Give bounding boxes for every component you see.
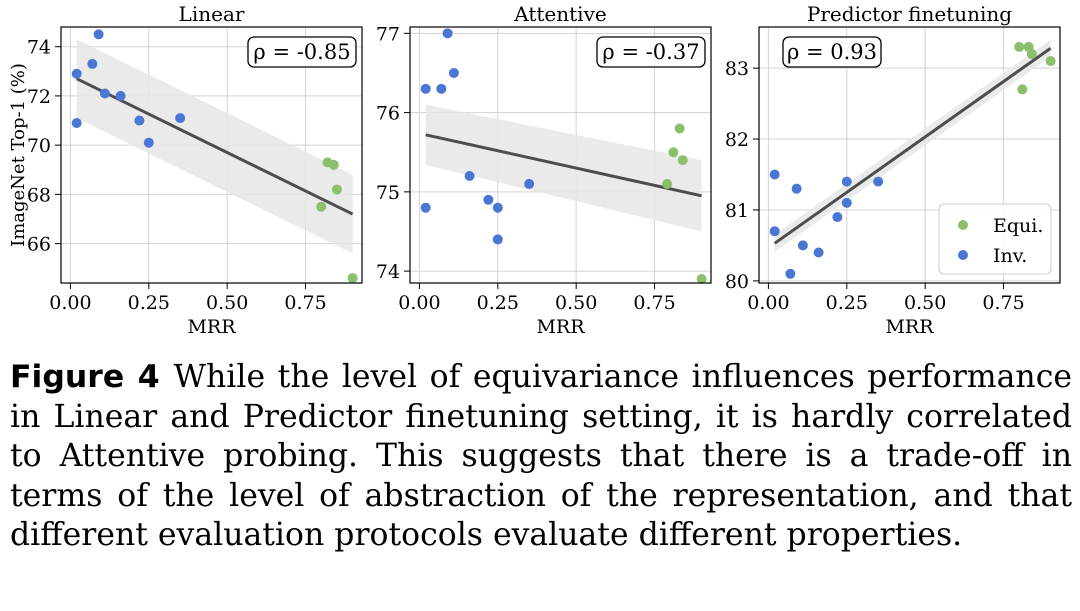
data-point-inv (420, 202, 431, 213)
data-point-inv (841, 197, 852, 208)
legend-marker-equi (958, 220, 968, 230)
data-point-inv (143, 137, 154, 148)
legend-marker-inv (958, 250, 968, 260)
regression-line (773, 47, 1052, 245)
chart-panel-1: 0.00 0.25 0.50 0.75 66 68 70 72 74 Linear MRR Image… (8, 2, 363, 338)
data-point-inv (483, 194, 494, 205)
x-tick-label: 0.00 (747, 292, 789, 314)
data-point-equi (1045, 56, 1056, 67)
data-point-inv (492, 234, 503, 245)
x-axis-label: MRR (187, 316, 236, 338)
data-point-equi (316, 201, 327, 212)
data-point-inv (813, 247, 824, 258)
figure-caption: Figure 4 While the level of equivariance … (10, 358, 1072, 556)
data-point-inv (87, 58, 98, 69)
x-tick-label: 0.00 (398, 292, 440, 314)
y-axis-label: ImageNet Top-1 (%) (8, 63, 29, 247)
y-tick-label: 75 (376, 182, 400, 204)
y-tick-label: 68 (27, 184, 51, 206)
data-point-equi (1017, 84, 1028, 95)
data-point-inv (442, 28, 453, 39)
data-point-equi (1026, 48, 1037, 59)
y-tick-label: 70 (27, 135, 51, 157)
data-point-equi (696, 274, 707, 285)
y-tick-label: 80 (725, 271, 749, 293)
data-point-inv (115, 90, 126, 101)
data-point-inv (492, 202, 503, 213)
data-point-inv (769, 226, 780, 237)
correlation-label: ρ = 0.93 (787, 40, 877, 64)
x-tick-label: 0.25 (128, 292, 170, 314)
data-point-inv (791, 183, 802, 194)
chart-panel-3: 0.00 0.25 0.50 0.75 80 81 82 83 Predictor finetu… (725, 2, 1061, 338)
x-tick-label: 0.50 (555, 292, 597, 314)
data-point-inv (71, 118, 82, 128)
caption-text: While the level of equivariance influenc… (10, 359, 1073, 553)
x-tick-label: 0.50 (904, 292, 946, 314)
regression-line (425, 133, 702, 198)
data-point-inv (524, 178, 535, 189)
y-tick-label: 74 (376, 261, 400, 283)
legend-label-inv: Inv. (993, 245, 1027, 267)
correlation-label: ρ = -0.85 (253, 40, 350, 64)
data-point-inv (436, 83, 447, 94)
x-tick-label: 0.75 (284, 292, 326, 314)
legend-label-equi: Equi. (993, 215, 1043, 237)
data-point-inv (769, 169, 780, 180)
legend: Equi. Inv. (938, 203, 1052, 275)
data-point-inv (785, 268, 796, 279)
data-point-inv (797, 240, 808, 251)
correlation-box (247, 36, 357, 68)
data-point-equi (347, 273, 358, 284)
data-point-inv (99, 88, 110, 99)
confidence-band (425, 104, 702, 232)
correlation-label: ρ = -0.37 (602, 40, 699, 64)
data-point-equi (1014, 41, 1025, 52)
correlation-box (782, 36, 882, 68)
data-point-inv (420, 83, 431, 94)
regression-line (76, 77, 354, 216)
data-point-inv (448, 67, 459, 78)
correlation-box (596, 36, 706, 68)
chart-title: Linear (179, 2, 245, 26)
x-axis-label: MRR (536, 316, 585, 338)
data-point-equi (662, 178, 673, 189)
plot-frame (409, 26, 712, 284)
data-point-inv (134, 115, 145, 126)
y-tick-label: 76 (376, 103, 400, 125)
y-tick-label: 66 (27, 234, 51, 256)
data-point-inv (832, 212, 843, 223)
data-point-equi (674, 123, 685, 134)
data-point-equi (328, 159, 339, 170)
figure-panels: 0.00 0.25 0.50 0.75 66 68 70 72 74 Linear MRR Image… (8, 2, 1061, 338)
data-point-inv (71, 68, 82, 79)
y-tick-label: 72 (27, 86, 51, 108)
y-tick-label: 81 (725, 200, 749, 222)
data-point-inv (873, 176, 884, 187)
chart-panel-2: 0.00 0.25 0.50 0.75 74 75 76 77 Attentive MRR ρ = … (376, 2, 712, 338)
y-tick-label: 74 (27, 37, 51, 59)
y-tick-label: 77 (376, 23, 400, 45)
y-tick-label: 82 (725, 129, 749, 151)
plot-frame (60, 26, 363, 284)
x-tick-label: 0.75 (982, 292, 1024, 314)
data-point-equi (668, 147, 679, 158)
x-tick-label: 0.25 (477, 292, 519, 314)
x-tick-label: 0.75 (633, 292, 675, 314)
chart-title: Attentive (513, 2, 606, 26)
x-tick-label: 0.50 (206, 292, 248, 314)
x-axis-label: MRR (885, 316, 934, 338)
data-point-equi (677, 155, 688, 166)
data-point-inv (175, 113, 186, 124)
x-tick-label: 0.00 (49, 292, 91, 314)
data-point-inv (841, 176, 852, 187)
caption-label: Figure 4 (10, 359, 160, 395)
plot-frame (758, 26, 1061, 284)
data-point-inv (93, 29, 104, 40)
data-point-equi (331, 184, 342, 195)
y-tick-label: 83 (725, 58, 749, 80)
data-point-inv (464, 171, 475, 182)
chart-title: Predictor finetuning (807, 2, 1012, 26)
x-tick-label: 0.25 (826, 292, 868, 314)
